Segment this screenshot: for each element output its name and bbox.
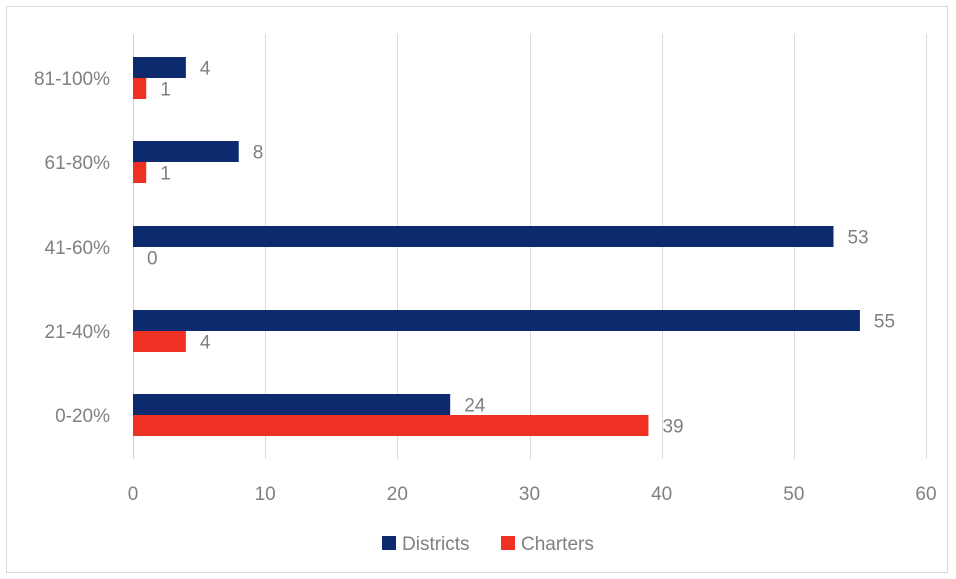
bar-charters-21-40%: [133, 331, 186, 352]
x-tick-label: 20: [387, 484, 408, 505]
y-tick-label: 21-40%: [45, 322, 111, 343]
x-tick-label: 60: [915, 484, 936, 505]
data-label-charters: 1: [160, 80, 171, 101]
y-tick-label: 81-100%: [34, 69, 110, 90]
y-tick-label: 61-80%: [45, 153, 111, 174]
category-axis: 0-20% 21-40% 41-60% 61-80% 81-100%: [34, 69, 110, 427]
data-label-charters: 4: [200, 333, 211, 354]
data-label-districts: 8: [253, 143, 264, 164]
bar-districts-21-40%: [133, 310, 860, 331]
bar-districts-81-100%: [133, 57, 186, 78]
x-tick-label: 10: [255, 484, 276, 505]
data-label-charters: 39: [662, 417, 683, 438]
data-label-districts: 55: [874, 312, 895, 333]
bar-districts-61-80%: [133, 141, 239, 162]
legend-label-charters: Charters: [521, 534, 594, 555]
value-axis: 0 10 20 30 40 50 60: [128, 484, 937, 505]
x-tick-label: 30: [519, 484, 540, 505]
chart-frame: [6, 6, 948, 573]
y-tick-label: 41-60%: [45, 238, 111, 259]
bar-districts-41-60%: [133, 226, 834, 247]
x-tick-label: 0: [128, 484, 139, 505]
legend: Districts Charters: [382, 534, 594, 555]
bar-charters-61-80%: [133, 162, 147, 183]
legend-swatch-charters: [501, 536, 515, 550]
x-tick-label: 50: [783, 484, 804, 505]
legend-swatch-districts: [382, 536, 396, 550]
data-label-districts: 53: [847, 228, 868, 249]
data-labels: 24 55 53 8 4 39 4 0 1 1: [147, 59, 895, 438]
data-label-charters: 0: [147, 249, 158, 270]
bar-districts-0-20%: [133, 394, 451, 415]
x-tick-label: 40: [651, 484, 672, 505]
bars: [133, 57, 860, 436]
y-tick-label: 0-20%: [55, 406, 110, 427]
data-label-districts: 24: [464, 396, 486, 417]
data-label-charters: 1: [160, 164, 171, 185]
legend-label-districts: Districts: [402, 534, 470, 555]
data-label-districts: 4: [200, 59, 211, 80]
bar-charters-81-100%: [133, 78, 147, 99]
bar-charters-0-20%: [133, 415, 649, 436]
